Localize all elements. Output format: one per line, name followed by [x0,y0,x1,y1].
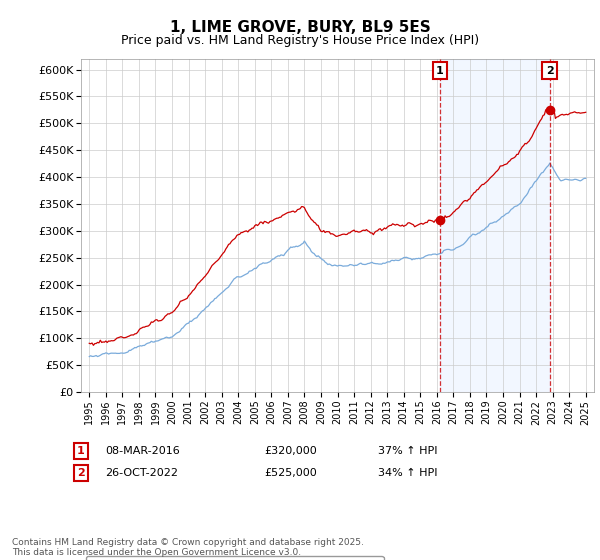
Text: 1, LIME GROVE, BURY, BL9 5ES: 1, LIME GROVE, BURY, BL9 5ES [170,20,430,35]
Text: 34% ↑ HPI: 34% ↑ HPI [378,468,437,478]
Text: 2: 2 [546,66,554,76]
Legend: 1, LIME GROVE, BURY, BL9 5ES (detached house), HPI: Average price, detached hous: 1, LIME GROVE, BURY, BL9 5ES (detached h… [86,556,383,560]
Text: Contains HM Land Registry data © Crown copyright and database right 2025.
This d: Contains HM Land Registry data © Crown c… [12,538,364,557]
Text: 37% ↑ HPI: 37% ↑ HPI [378,446,437,456]
Text: 2: 2 [77,468,85,478]
Text: Price paid vs. HM Land Registry's House Price Index (HPI): Price paid vs. HM Land Registry's House … [121,34,479,46]
Text: 26-OCT-2022: 26-OCT-2022 [105,468,178,478]
Text: 1: 1 [436,66,443,76]
Bar [440,59,550,392]
Text: 1: 1 [77,446,85,456]
Text: £320,000: £320,000 [264,446,317,456]
Text: 08-MAR-2016: 08-MAR-2016 [105,446,180,456]
Text: £525,000: £525,000 [264,468,317,478]
